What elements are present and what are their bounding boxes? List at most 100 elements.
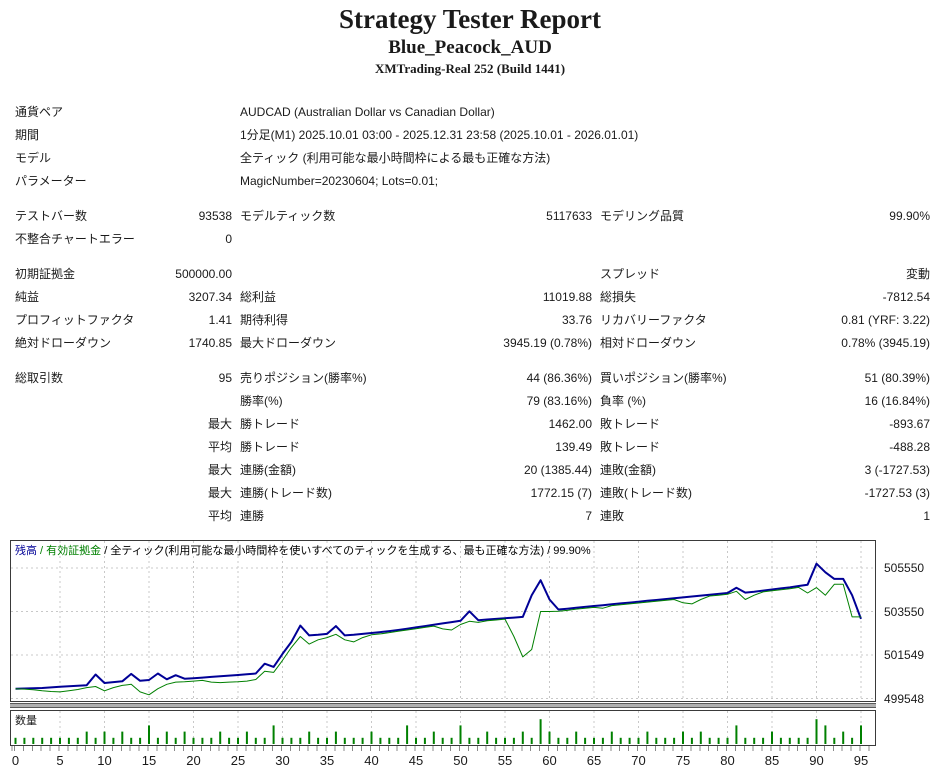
volume-bar xyxy=(361,737,364,744)
volume-bar xyxy=(254,737,257,744)
table-row: 平均 勝トレード 139.49 敗トレード -488.28 xyxy=(15,436,940,459)
volume-bar xyxy=(370,731,373,744)
volume-bar xyxy=(85,731,88,744)
volume-bar xyxy=(379,737,382,744)
volume-bar xyxy=(771,731,773,744)
col1-value: 最大 xyxy=(207,463,232,477)
x-tick-label: 90 xyxy=(809,753,824,768)
col1-label: 不整合チャートエラー xyxy=(15,232,135,246)
y-tick-label: 499548 xyxy=(884,691,925,706)
y-tick-label: 501549 xyxy=(884,648,925,662)
volume-bar xyxy=(441,737,444,744)
col2-value: 1772.15 (7) xyxy=(530,486,592,500)
volume-bar xyxy=(566,737,569,744)
col2-value: 11019.88 xyxy=(542,290,592,304)
volume-bar xyxy=(112,737,115,744)
volume-bar xyxy=(272,725,275,744)
volume-pane-title: 数量 xyxy=(15,715,37,727)
volume-bar xyxy=(245,731,248,744)
x-tick-label: 30 xyxy=(275,753,290,768)
col1-label xyxy=(15,413,155,436)
volume-bar xyxy=(797,737,800,744)
volume-bar xyxy=(423,737,426,744)
x-tick-label: 0 xyxy=(11,753,20,768)
equity-line xyxy=(15,583,861,696)
page-title: Strategy Tester Report xyxy=(339,4,601,34)
volume-bar xyxy=(806,737,809,744)
volume-bar xyxy=(477,737,480,744)
col1-value: 最大 xyxy=(207,417,232,431)
col3-label: 買いポジション(勝率%) xyxy=(600,371,727,385)
volume-bar xyxy=(593,737,595,744)
report-table: 通貨ペア AUDCAD (Australian Dollar vs Canadia… xyxy=(15,101,940,528)
table-row: 平均 連勝 7 連敗 1 xyxy=(15,505,940,528)
volume-bar xyxy=(539,719,542,744)
x-tick-label: 5 xyxy=(56,753,64,768)
volume-bar xyxy=(388,737,391,744)
report-section: 総取引数 95 売りポジション(勝率%) 44 (86.36%) 買いポジション(勝率%… xyxy=(15,367,940,528)
legend-separator: / xyxy=(37,545,47,557)
volume-bar xyxy=(468,737,471,744)
volume-bar xyxy=(281,737,284,744)
volume-bar xyxy=(699,731,702,744)
col2-label: 勝トレード xyxy=(240,417,301,431)
col3-label: 負率 (%) xyxy=(600,394,646,408)
x-axis-labels: 0 5 10 15 20 25 30 35 40 45 50 55 60 65 70 75 80 85 90 95 xyxy=(10,736,890,776)
expert-name: Blue_Peacock_AUD xyxy=(388,37,552,58)
col1-label xyxy=(15,505,155,528)
volume-bar xyxy=(210,737,213,744)
col3-label: 連敗 xyxy=(600,509,625,523)
volume-bar xyxy=(67,737,70,744)
volume-bar xyxy=(637,737,640,744)
volume-bar xyxy=(575,731,578,744)
volume-bar xyxy=(655,737,658,744)
x-tick-label: 15 xyxy=(141,753,157,768)
col1-label xyxy=(15,390,155,413)
col3-value: 99.90% xyxy=(889,209,930,223)
table-row: 通貨ペア AUDCAD (Australian Dollar vs Canadia… xyxy=(15,101,940,124)
pane-splitter[interactable] xyxy=(10,703,876,708)
x-tick-label: 75 xyxy=(675,753,691,768)
volume-bar xyxy=(326,737,328,744)
volume-bar xyxy=(352,737,355,744)
x-tick-label: 65 xyxy=(586,753,602,768)
volume-bar xyxy=(584,737,587,744)
col3-label: 敗トレード xyxy=(600,440,661,454)
table-row: 初期証拠金 500000.00 スプレッド 変動 xyxy=(15,263,940,286)
volume-bar xyxy=(397,737,400,744)
volume-bar xyxy=(201,737,204,744)
col3-label: リカバリーファクタ xyxy=(600,313,707,327)
col2-value: 3945.19 (0.78%) xyxy=(503,336,592,350)
volume-bar xyxy=(165,731,168,744)
volume-bar xyxy=(628,737,631,744)
volume-bar xyxy=(788,737,791,744)
volume-bar xyxy=(219,731,222,744)
volume-bar xyxy=(860,725,862,744)
volume-bar xyxy=(317,737,320,744)
volume-bar xyxy=(94,737,97,744)
volume-bar xyxy=(14,737,17,744)
volume-bar xyxy=(290,737,293,744)
volume-bar xyxy=(521,731,524,744)
volume-bar xyxy=(842,731,845,744)
col2-value: 44 (86.36%) xyxy=(526,371,592,385)
col2-value: 79 (83.16%) xyxy=(526,394,592,408)
volume-bar xyxy=(495,737,498,744)
col1-label: 初期証拠金 xyxy=(15,267,76,281)
col1-label: 純益 xyxy=(15,290,40,304)
x-tick-label: 20 xyxy=(186,753,201,768)
report-section: 初期証拠金 500000.00 スプレッド 変動 純益 3207.34 総利益 11019.8… xyxy=(15,263,940,355)
col1-value: 93538 xyxy=(198,209,232,223)
col3-value: 0.78% (3945.19) xyxy=(841,336,930,350)
col1-value: 最大 xyxy=(207,486,232,500)
volume-bar xyxy=(646,731,649,744)
volume-bar xyxy=(708,737,711,744)
col3-value: -7812.54 xyxy=(882,290,930,304)
volume-bar xyxy=(815,719,818,744)
balance-chart-pane: 残高 / 有効証拠金 / 全ティック(利用可能な最小時間枠を使いすべてのティック… xyxy=(10,540,876,702)
col3-value: 変動 xyxy=(905,267,930,281)
col1-label: 絶対ドローダウン xyxy=(15,336,112,350)
volume-bar xyxy=(664,737,667,744)
col2-label: 勝率(%) xyxy=(240,394,283,408)
col3-label: 総損失 xyxy=(600,290,637,304)
